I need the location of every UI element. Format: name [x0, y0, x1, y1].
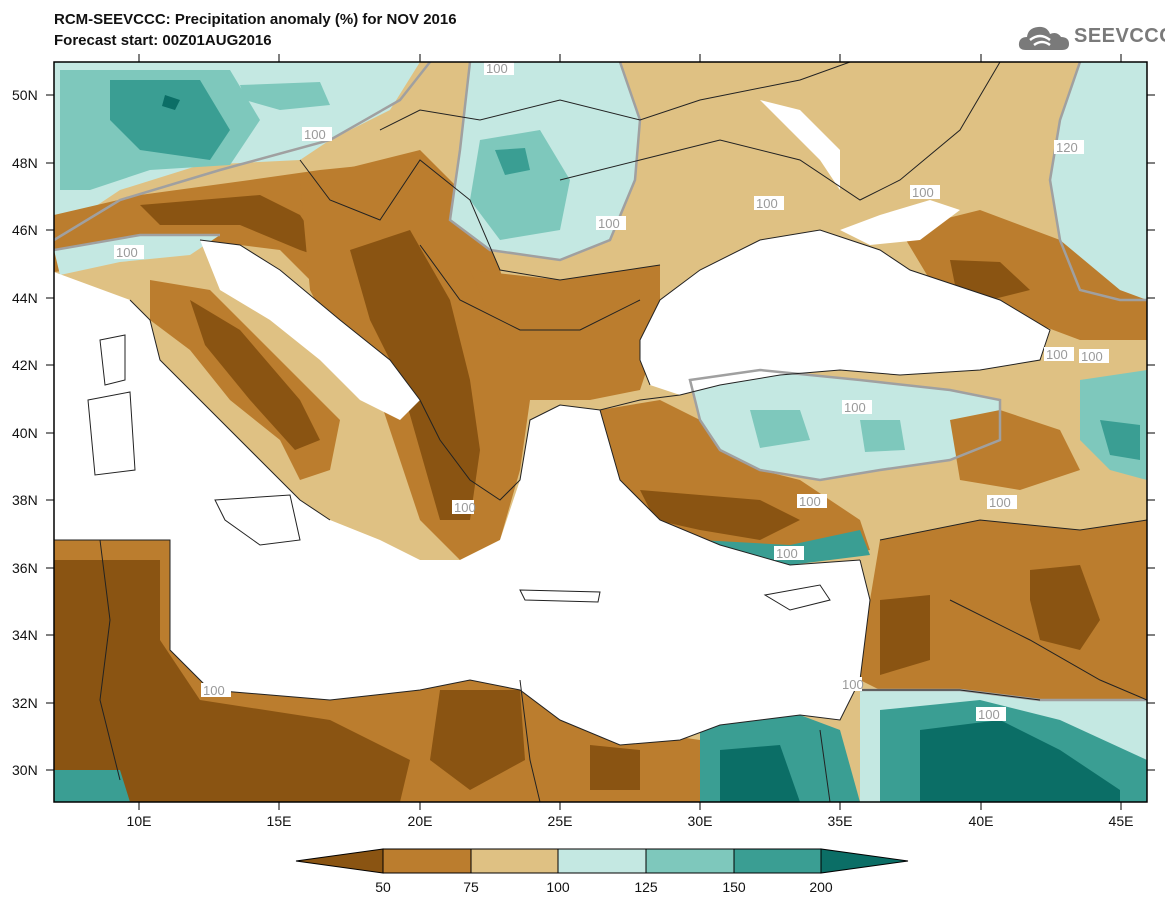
seevccc-logo: SEEVCCC — [1016, 22, 1165, 56]
contour-label: 100 — [598, 216, 620, 231]
island-outlines — [87, 334, 831, 611]
contour-label: 100 — [1081, 349, 1103, 364]
contour-label: 100 — [454, 500, 476, 515]
anomaly-field — [54, 62, 1147, 802]
contour-label: 100 — [116, 245, 138, 260]
lat-tick-label: 46N — [12, 222, 38, 238]
contour-label: 100 — [486, 61, 508, 76]
lat-tick-label: 50N — [12, 87, 38, 103]
legend-tick-label: 75 — [463, 879, 479, 895]
lon-tick-label: 10E — [127, 813, 152, 829]
map-title: RCM-SEEVCCC: Precipitation anomaly (%) f… — [54, 11, 457, 28]
legend-tick-label: 100 — [546, 879, 570, 895]
contour-label: 100 — [1046, 347, 1068, 362]
contour-label: 100 — [842, 677, 864, 692]
lon-tick-label: 45E — [1109, 813, 1134, 829]
legend-swatch-above-200 — [820, 848, 909, 874]
lon-tick-label: 35E — [828, 813, 853, 829]
lon-tick-label: 25E — [548, 813, 573, 829]
lat-tick-label: 42N — [12, 357, 38, 373]
latitude-axis: 50N 48N 46N 44N 42N 40N 38N 36N 34N 32N … — [12, 87, 1155, 778]
contour-label: 100 — [799, 494, 821, 509]
legend-tick-label: 50 — [375, 879, 391, 895]
contour-label: 120 — [1056, 140, 1078, 155]
lat-tick-label: 34N — [12, 627, 38, 643]
legend-tick-label: 150 — [722, 879, 746, 895]
lat-tick-label: 48N — [12, 155, 38, 171]
contour-label: 100 — [978, 707, 1000, 722]
color-legend: 50 75 100 125 150 200 — [295, 848, 909, 895]
lat-tick-label: 30N — [12, 762, 38, 778]
lon-tick-label: 15E — [267, 813, 292, 829]
lon-tick-label: 20E — [408, 813, 433, 829]
cloud-logo-icon — [1018, 26, 1069, 50]
contour-label: 100 — [912, 185, 934, 200]
contour-label: 100 — [203, 683, 225, 698]
legend-swatch-150-200 — [733, 848, 822, 874]
country-borders — [54, 62, 1147, 802]
legend-swatch-50-75 — [382, 848, 472, 874]
contour-label: 100 — [304, 127, 326, 142]
contour-label: 100 — [776, 546, 798, 561]
lat-tick-label: 40N — [12, 425, 38, 441]
contour-labels: 100 100 100 100 100 100 100 100 100 100 … — [114, 61, 1109, 722]
forecast-start-label: Forecast start: 00Z01AUG2016 — [54, 32, 272, 49]
lat-tick-label: 38N — [12, 492, 38, 508]
logo-text: SEEVCCC — [1074, 25, 1165, 47]
legend-swatch-125-150 — [645, 848, 735, 874]
lon-tick-label: 30E — [688, 813, 713, 829]
map-frame — [53, 61, 1148, 803]
legend-tick-label: 200 — [809, 879, 833, 895]
longitude-axis: 10E 15E 20E 25E 30E 35E 40E 45E — [127, 54, 1134, 829]
contour-label: 100 — [989, 495, 1011, 510]
contour-label: 100 — [756, 196, 778, 211]
legend-swatch-75-100 — [470, 848, 559, 874]
lat-tick-label: 44N — [12, 290, 38, 306]
legend-swatch-below-50 — [295, 848, 384, 874]
legend-tick-label: 125 — [634, 879, 658, 895]
lon-tick-label: 40E — [969, 813, 994, 829]
legend-swatch-100-125 — [557, 848, 647, 874]
lat-tick-label: 36N — [12, 560, 38, 576]
contour-label: 100 — [844, 400, 866, 415]
lat-tick-label: 32N — [12, 695, 38, 711]
